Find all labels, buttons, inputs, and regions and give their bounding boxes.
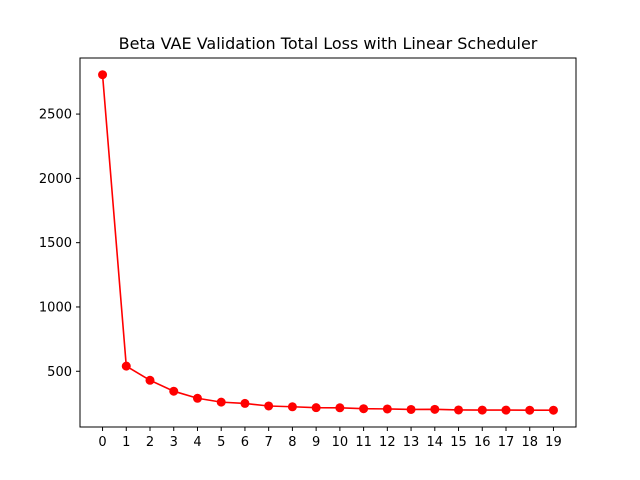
x-tick-label: 2 [146, 435, 154, 450]
plot-area [79, 57, 577, 428]
x-tick-label: 7 [265, 435, 273, 450]
data-point [382, 404, 392, 414]
series-line [101, 74, 554, 412]
x-tick-label: 17 [498, 435, 515, 450]
data-point [477, 405, 487, 415]
y-tick-label: 500 [47, 365, 72, 380]
x-tick-label: 15 [450, 435, 467, 450]
y-tick-label: 1000 [39, 300, 72, 315]
series-layer [98, 70, 558, 415]
x-tick-label: 5 [217, 435, 225, 450]
x-tick-label: 18 [521, 435, 538, 450]
x-tick-label: 11 [355, 435, 372, 450]
x-tick-label: 3 [170, 435, 178, 450]
data-point [311, 403, 321, 413]
x-tick-label: 12 [379, 435, 396, 450]
x-tick-label: 0 [98, 435, 106, 450]
data-point [406, 404, 416, 414]
data-point [454, 405, 464, 415]
y-tick-label: 2500 [39, 108, 72, 123]
x-tick-label: 19 [545, 435, 562, 450]
data-point [169, 386, 179, 396]
y-tick-label: 2000 [39, 172, 72, 187]
data-point [121, 361, 131, 371]
data-point [501, 405, 511, 415]
x-tick-label: 1 [122, 435, 130, 450]
data-point [430, 404, 440, 414]
data-point [287, 402, 297, 412]
x-tick-label: 9 [312, 435, 320, 450]
data-point [240, 398, 250, 408]
chart-title: Beta VAE Validation Total Loss with Line… [119, 34, 538, 53]
data-point [216, 397, 226, 407]
y-tick-label: 1500 [39, 236, 72, 251]
x-tick-label: 13 [403, 435, 420, 450]
x-tick-label: 16 [474, 435, 491, 450]
data-point [335, 403, 345, 413]
data-point [145, 375, 155, 385]
x-tick-label: 8 [288, 435, 296, 450]
y-axis: 500 1000 1500 2000 2500 [39, 108, 80, 380]
data-point [359, 404, 369, 414]
data-point [264, 401, 274, 411]
x-tick-label: 14 [427, 435, 444, 450]
x-axis: 0 1 2 3 4 5 6 7 8 9 10 11 12 13 14 15 16 17 18 19 [98, 427, 562, 450]
data-point [525, 405, 535, 415]
data-point [98, 70, 108, 80]
data-point [548, 405, 558, 415]
x-tick-label: 6 [241, 435, 249, 450]
data-point [192, 393, 202, 403]
x-tick-label: 4 [193, 435, 201, 450]
x-tick-label: 10 [332, 435, 349, 450]
